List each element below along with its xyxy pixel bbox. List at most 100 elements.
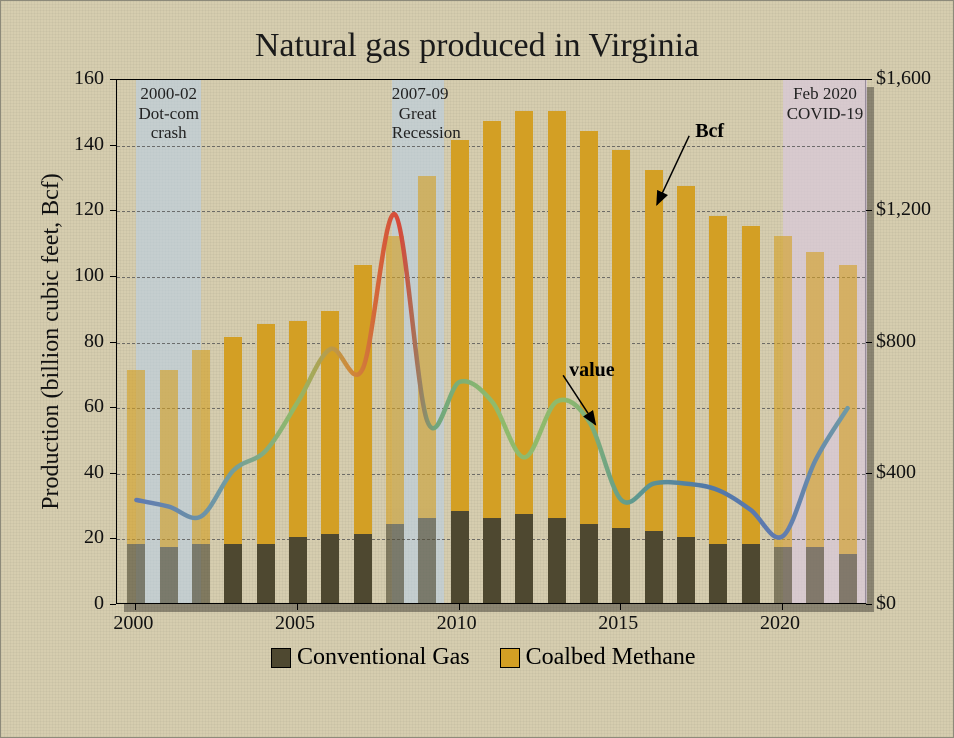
bar-segment-conventional [257,544,275,603]
y-left-tick-label: 20 [84,526,104,549]
y-left-tick [110,79,116,80]
y-right-tick-label: $1,600 [876,67,931,90]
stacked-bar [451,140,469,603]
stacked-bar [742,226,760,603]
bar-segment-coalbed [806,252,824,547]
y-right-tick [866,604,872,605]
stacked-bar [645,170,663,603]
bar-segment-coalbed [257,324,275,544]
x-tick [297,604,298,610]
bar-segment-conventional [192,544,210,603]
bar-segment-conventional [515,514,533,603]
y-right-tick [866,210,872,211]
bar-segment-conventional [774,547,792,603]
bar-segment-coalbed [289,321,307,538]
stacked-bar [160,370,178,603]
x-tick [782,604,783,610]
bar-segment-coalbed [742,226,760,544]
legend-swatch [500,648,520,668]
event-band-label: 2000-02 Dot-com crash [136,84,201,143]
legend-item: Coalbed Methane [500,644,696,671]
bar-segment-conventional [160,547,178,603]
y-axis-left-title: Production (billion cubic feet, Bcf) [38,79,65,604]
bar-segment-coalbed [612,150,630,527]
bar-segment-coalbed [645,170,663,531]
y-left-tick [110,145,116,146]
x-tick-label: 2000 [113,612,153,635]
y-right-tick [866,473,872,474]
bar-segment-conventional [289,537,307,603]
stacked-bar [321,311,339,603]
stacked-bar [677,186,695,603]
bar-segment-coalbed [160,370,178,547]
stacked-bar [548,111,566,603]
y-left-tick [110,210,116,211]
stacked-bar [418,176,436,603]
bar-segment-coalbed [548,111,566,518]
plot-area: 2000-02 Dot-com crash2007-09 Great Reces… [116,79,866,604]
bar-segment-conventional [354,534,372,603]
stacked-bar [224,337,242,603]
bar-segment-coalbed [192,350,210,544]
x-tick-label: 2005 [275,612,315,635]
x-tick-label: 2010 [437,612,477,635]
y-left-tick-label: 160 [74,67,104,90]
stacked-bar [806,252,824,603]
stacked-bar [289,321,307,603]
stacked-bar [483,121,501,603]
bar-segment-coalbed [580,131,598,525]
x-tick [620,604,621,610]
bar-segment-conventional [451,511,469,603]
x-tick-label: 2020 [760,612,800,635]
bar-segment-coalbed [321,311,339,534]
bar-segment-coalbed [127,370,145,544]
bar-segment-coalbed [354,265,372,534]
x-tick-label: 2015 [598,612,638,635]
bar-segment-conventional [321,534,339,603]
y-left-tick [110,538,116,539]
stacked-bar [257,324,275,603]
y-right-tick [866,79,872,80]
x-tick [459,604,460,610]
stacked-bar [386,236,404,604]
bar-segment-conventional [742,544,760,603]
y-left-tick-label: 40 [84,461,104,484]
stacked-bar [709,216,727,603]
event-band-label: Feb 2020 COVID-19 [783,84,867,123]
legend-swatch [271,648,291,668]
x-tick [135,604,136,610]
bar-segment-conventional [580,524,598,603]
y-right-tick [866,342,872,343]
bar-segment-conventional [839,554,857,603]
legend: Conventional Gas Coalbed Methane [271,644,696,671]
stacked-bar [774,236,792,604]
legend-label: Coalbed Methane [526,644,696,671]
bar-segment-conventional [418,518,436,603]
bar-segment-coalbed [774,236,792,548]
bar-segment-coalbed [418,176,436,517]
bar-segment-coalbed [224,337,242,544]
stacked-bar [192,350,210,603]
y-left-tick [110,342,116,343]
y-left-tick-label: 80 [84,330,104,353]
stacked-bar [612,150,630,603]
bar-segment-coalbed [709,216,727,544]
bar-segment-conventional [645,531,663,603]
bar-segment-coalbed [839,265,857,554]
y-left-tick-label: 100 [74,264,104,287]
bar-segment-conventional [709,544,727,603]
bar-segment-conventional [127,544,145,603]
bar-segment-conventional [677,537,695,603]
y-right-tick-label: $400 [876,461,916,484]
bar-segment-coalbed [386,236,404,525]
y-left-tick [110,473,116,474]
bar-segment-conventional [483,518,501,603]
stacked-bar [354,265,372,603]
stacked-bar [515,111,533,603]
y-right-tick-label: $800 [876,330,916,353]
bar-segment-coalbed [677,186,695,537]
y-left-tick [110,604,116,605]
legend-label: Conventional Gas [297,644,470,671]
y-right-tick-label: $0 [876,592,896,615]
bar-segment-conventional [806,547,824,603]
